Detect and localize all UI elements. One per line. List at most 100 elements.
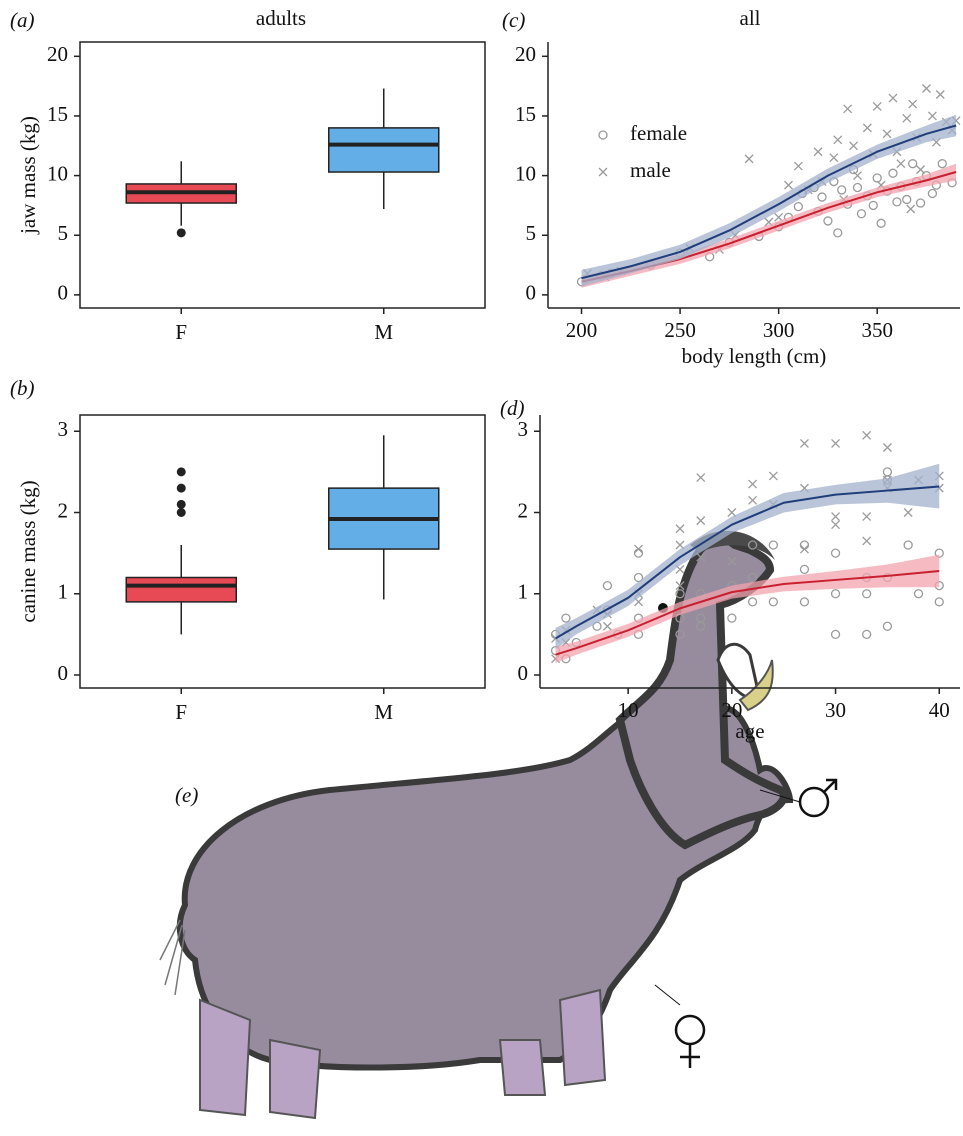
point — [727, 556, 737, 566]
x-tick-label: 40 — [929, 698, 950, 722]
point — [727, 508, 737, 517]
x-axis-label: age — [735, 719, 764, 743]
outlier — [176, 508, 186, 517]
point — [862, 430, 872, 440]
legend-label: male — [630, 158, 671, 182]
point — [727, 613, 737, 623]
point — [768, 597, 778, 607]
female-symbol — [654, 984, 706, 1068]
x-tick-label: 30 — [825, 698, 846, 722]
point — [602, 580, 613, 591]
x-tick-label: M — [374, 700, 393, 724]
point — [882, 443, 892, 452]
point — [696, 473, 706, 483]
hippo-tail — [159, 919, 186, 996]
point — [799, 564, 810, 575]
point — [922, 84, 931, 93]
y-tick-label: 1 — [518, 580, 529, 604]
point — [852, 182, 863, 193]
legend-marker — [598, 130, 608, 140]
panel-label: (b) — [10, 376, 35, 400]
point — [696, 516, 706, 526]
point — [829, 153, 839, 163]
y-tick-label: 0 — [526, 281, 537, 305]
x-tick-label: 10 — [618, 698, 639, 722]
point — [916, 165, 926, 175]
point — [696, 552, 706, 562]
x-tick-label: F — [175, 320, 187, 344]
point — [831, 512, 841, 522]
point — [793, 201, 804, 212]
y-tick-label: 10 — [47, 161, 68, 185]
chart-panel: (b) canine mass (kg) 0 1 2 3 F M — [10, 376, 486, 724]
point — [903, 508, 913, 517]
point — [913, 589, 924, 599]
legend-marker — [598, 167, 608, 177]
point — [744, 154, 754, 164]
point — [633, 572, 644, 583]
point — [906, 204, 916, 214]
point — [675, 524, 685, 534]
y-axis-label: canine mass (kg) — [16, 480, 40, 622]
point — [747, 597, 758, 607]
y-tick-label: 5 — [526, 221, 537, 245]
plot-frame — [79, 414, 486, 689]
point — [813, 147, 823, 157]
point — [882, 467, 893, 477]
point — [831, 520, 841, 530]
hippo-legs — [199, 988, 607, 1120]
point — [831, 438, 841, 448]
symbol-circle — [674, 1014, 706, 1046]
point — [876, 218, 886, 228]
outlier — [176, 467, 186, 477]
y-tick-label: 10 — [515, 161, 536, 185]
point — [747, 572, 758, 583]
point — [748, 495, 758, 505]
point — [902, 194, 912, 205]
point — [934, 597, 944, 607]
point — [927, 111, 937, 121]
point — [784, 180, 793, 190]
point — [862, 536, 872, 546]
point — [799, 544, 809, 554]
confidence-band — [555, 554, 940, 663]
point — [862, 589, 872, 599]
x-tick-label: F — [175, 700, 187, 724]
point — [872, 173, 882, 183]
outlier — [176, 499, 186, 509]
point — [768, 471, 778, 481]
panel-label: (e) — [175, 783, 198, 807]
point — [833, 135, 843, 145]
leg — [558, 988, 607, 1087]
fit-line — [581, 124, 957, 280]
point — [748, 479, 758, 489]
confidence-band — [581, 114, 957, 287]
point — [888, 168, 898, 178]
panel-label: (c) — [502, 8, 525, 32]
y-tick-label: 20 — [515, 42, 536, 66]
point — [602, 621, 612, 631]
symbol-arrow — [823, 778, 838, 793]
symbol-cross — [680, 1044, 700, 1068]
point — [561, 613, 571, 623]
symbol-circle — [798, 786, 830, 818]
y-tick-label: 20 — [47, 42, 68, 66]
plot-frame — [79, 41, 486, 309]
x-tick-label: M — [374, 320, 393, 344]
fit-line — [555, 570, 940, 656]
point — [837, 185, 847, 195]
point — [799, 438, 809, 448]
chart-title: all — [740, 6, 761, 30]
chart-title: adults — [256, 6, 306, 30]
point — [849, 141, 859, 151]
point — [830, 589, 841, 599]
point — [872, 101, 882, 111]
point — [817, 192, 827, 202]
point — [675, 589, 685, 599]
leg — [269, 1038, 322, 1120]
chart-panel: (d) age 0 1 2 3 10 20 30 40 — [500, 396, 960, 743]
point — [634, 544, 643, 554]
point — [675, 629, 685, 640]
point — [675, 581, 685, 591]
